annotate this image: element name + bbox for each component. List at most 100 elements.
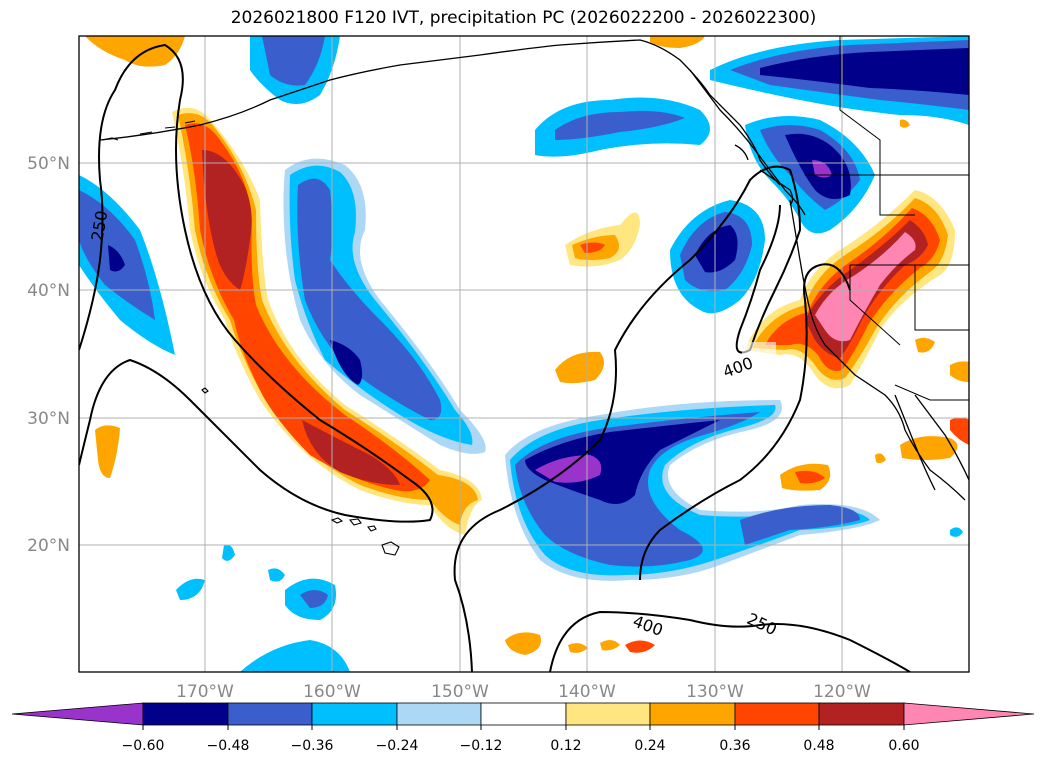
border-mexico xyxy=(894,384,969,401)
neg-pnw-purple xyxy=(812,160,832,178)
island-small-1 xyxy=(201,387,209,394)
lon-label-150w: 150°W xyxy=(431,682,489,702)
island-hawaii-3 xyxy=(367,525,377,532)
lat-label-40n: 40°N xyxy=(27,281,70,301)
lon-label-140w: 140°W xyxy=(558,682,616,702)
pos-band-orange xyxy=(178,113,478,526)
graticule xyxy=(79,36,969,672)
island-aleutian-2 xyxy=(139,131,153,135)
map-frame xyxy=(78,35,970,673)
lon-label-160w: 160°W xyxy=(303,682,361,702)
coast-haida-gwaii xyxy=(734,144,749,161)
lat-label-20n: 20°N xyxy=(27,536,70,556)
neg-subtropics-east-blue xyxy=(740,505,860,545)
island-aleutian-1 xyxy=(101,137,119,141)
neg-far-west-navy xyxy=(108,245,125,272)
ivt-contours xyxy=(79,43,911,672)
colorbar-bin-pos-048 xyxy=(818,702,905,726)
lat-label-30n: 30°N xyxy=(27,409,70,429)
colorbar-tick-pos-036: 0.36 xyxy=(719,738,750,754)
neg-top-right-navy xyxy=(760,48,969,95)
coast-gulf-california xyxy=(914,394,969,481)
colorbar-bin-pos-036 xyxy=(734,702,820,726)
pos-small-142w-red xyxy=(580,242,605,253)
neg-band-west-cyan xyxy=(289,165,473,445)
colorbar-tick-neg-012: −0.12 xyxy=(460,738,503,754)
neg-band-west-blue xyxy=(297,178,442,420)
neg-band-west-navy xyxy=(330,340,363,385)
colorbar-bin-neg-036 xyxy=(227,702,313,726)
colorbar-tick-pos-012: 0.12 xyxy=(550,738,581,754)
pos-small-bot-4 xyxy=(625,640,655,653)
neg-small-1-blue xyxy=(300,590,328,608)
neg-small-2 xyxy=(240,640,350,672)
coast-us-west xyxy=(789,199,966,501)
neg-small-4 xyxy=(222,544,235,561)
lon-label-120w: 120°W xyxy=(813,682,871,702)
islands xyxy=(101,120,400,556)
colorbar-tick-pos-024: 0.24 xyxy=(634,738,665,754)
colorbar-bin-zero xyxy=(480,702,567,726)
pos-small-se-2 xyxy=(915,337,935,353)
pos-small-alaska xyxy=(650,36,705,48)
neg-130w-navy xyxy=(695,225,738,273)
colorbar-tick-pos-060: 0.60 xyxy=(888,738,919,754)
colorbar xyxy=(11,702,1035,726)
neg-top-163w-blue xyxy=(262,36,325,86)
pos-band-darkred xyxy=(202,150,252,290)
pos-small-125w-red xyxy=(795,470,825,484)
pos-small-mexico-2 xyxy=(950,417,969,445)
pos-small-bot-2 xyxy=(568,643,588,653)
map-title: 2026021800 F120 IVT, precipitation PC (2… xyxy=(230,8,817,28)
borders xyxy=(805,36,969,401)
colorbar-tick-neg-036: −0.36 xyxy=(291,738,334,754)
pos-small-hawaii-w xyxy=(875,453,886,464)
ivt-contour-400-south xyxy=(549,610,911,672)
border-state-1 xyxy=(879,175,915,216)
pos-small-bot-3 xyxy=(600,639,620,651)
border-nevada xyxy=(849,265,901,346)
lat-label-50n: 50°N xyxy=(27,154,70,174)
coast-baja xyxy=(894,394,936,491)
colorbar-extend-min xyxy=(11,702,144,726)
coastlines xyxy=(99,39,969,501)
pos-california-pink xyxy=(815,232,916,342)
pos-small-canada xyxy=(900,119,910,128)
island-aleutian-3 xyxy=(164,126,176,129)
pos-small-143w xyxy=(555,351,604,384)
pos-small-bot-1 xyxy=(505,632,541,655)
neg-small-6 xyxy=(268,568,285,582)
island-hawaii-4 xyxy=(381,541,400,556)
lon-label-130w: 130°W xyxy=(686,682,744,702)
colorbar-bin-neg-012 xyxy=(396,702,482,726)
ivt-contour-250-west xyxy=(79,43,434,523)
colorbar-bin-neg-024 xyxy=(311,702,398,726)
colorbar-bin-pos-012 xyxy=(565,702,651,726)
colorbar-tick-pos-048: 0.48 xyxy=(803,738,834,754)
colorbar-bin-pos-024 xyxy=(649,702,736,726)
pos-small-176w xyxy=(95,425,120,478)
colorbar-tick-neg-048: −0.48 xyxy=(207,738,250,754)
coast-vancouver-island xyxy=(759,169,794,206)
coast-alaska xyxy=(99,39,781,186)
neg-small-3 xyxy=(176,578,205,600)
pos-top-left xyxy=(85,36,185,67)
island-hawaii-1 xyxy=(330,517,344,524)
colorbar-bin-neg-048 xyxy=(142,702,229,726)
colorbar-extend-max xyxy=(903,702,1035,726)
colorbar-tick-neg-024: −0.24 xyxy=(376,738,419,754)
pos-small-se-1 xyxy=(950,361,969,382)
ivt-contour-250-east xyxy=(639,263,851,581)
lon-label-170w: 170°W xyxy=(176,682,234,702)
border-state-3 xyxy=(914,265,969,331)
border-alaska-canada xyxy=(839,36,881,175)
colorbar-tick-marks xyxy=(142,725,905,730)
island-hawaii-2 xyxy=(348,518,362,526)
pos-band-darkred-2 xyxy=(302,420,400,485)
ivt-contour-400-east xyxy=(453,165,802,672)
neg-subtropics-navy xyxy=(525,420,720,504)
colorbar-tick-neg-060: −0.60 xyxy=(122,738,165,754)
island-aleutian-4 xyxy=(184,120,196,124)
neg-small-5 xyxy=(950,527,963,537)
